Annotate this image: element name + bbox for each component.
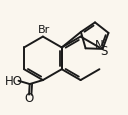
Text: O: O [24,91,34,104]
Text: Br: Br [37,24,50,34]
Text: N: N [95,38,104,51]
Text: S: S [100,44,108,57]
Text: HO: HO [5,75,23,88]
